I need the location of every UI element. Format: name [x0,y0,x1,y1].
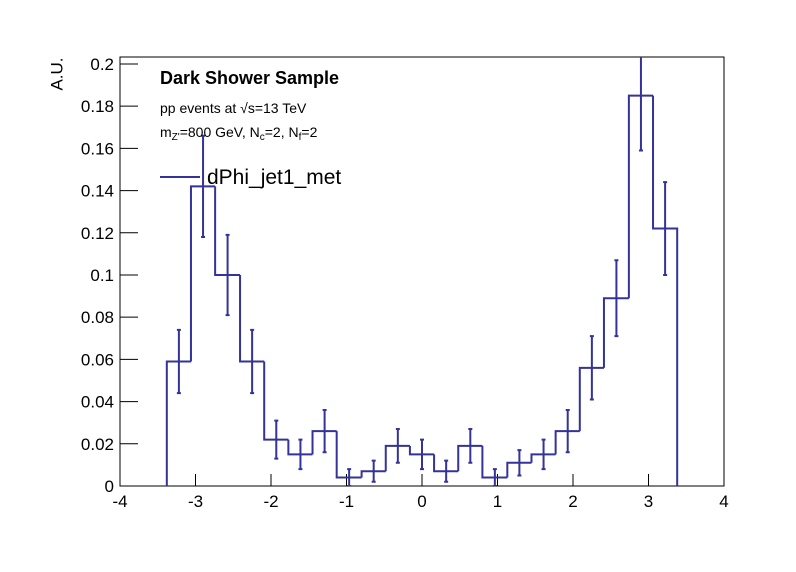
histogram-bin [287,439,313,456]
error-bar [663,181,668,276]
annotation-part: f [299,132,302,143]
histogram-bin [457,444,483,472]
x-tick-label: 2 [568,492,577,511]
histogram-bin [408,445,435,456]
histogram-bin [578,366,604,432]
error-bar [201,134,206,238]
x-tick-label: -4 [112,492,127,511]
x-tick-label: 1 [493,492,502,511]
y-tick-label: 0.18 [81,97,114,116]
histogram-bin [506,461,532,478]
y-axis-label: A.U. [47,57,66,90]
error-bar [371,459,376,483]
histogram-bin [530,453,556,463]
y-tick-label: 0.12 [81,224,114,243]
error-bar [638,57,643,152]
y-tick-label: 0.06 [81,350,114,369]
histogram-bin [165,360,191,486]
error-bar [468,428,473,464]
y-tick-label: 0 [105,477,114,496]
x-tick-label: 0 [417,492,426,511]
histogram-bin [263,361,289,441]
histogram-bin [554,430,580,455]
annotation-part: Dark Shower Sample [160,68,339,88]
y-tick-label: 0.1 [90,266,114,285]
error-bar [541,438,546,471]
annotation-part: c [260,132,265,143]
histogram-bin [433,454,459,473]
error-bar [176,328,181,395]
error-bar [492,468,497,486]
annotation-part: =2 [301,124,317,140]
histogram-bin [627,94,654,299]
error-bar [298,438,303,471]
y-tick-label: 0.2 [90,55,114,74]
error-bar [347,468,352,486]
annotation: mZ'=800 GeV, Nc=2, Nf=2 [160,124,318,143]
y-tick-label: 0.02 [81,435,114,454]
y-tick-label: 0.14 [81,182,114,201]
x-tick-label: -3 [188,492,203,511]
y-tick-label: 0.04 [81,393,114,412]
error-bar [420,438,424,471]
annotation-part: pp events at √s=13 TeV [160,100,307,116]
x-tick-label: 3 [644,492,653,511]
histogram-bin [239,274,265,363]
legend-label: dPhi_jet1_met [207,166,341,189]
histogram-bin [189,185,216,362]
histogram-bin [602,297,629,368]
annotation: Dark Shower Sample [160,68,339,88]
histogram-bin [360,470,386,478]
histogram [165,57,679,486]
histogram-bin [214,186,241,276]
annotation-part: Z' [172,132,180,143]
error-bar [565,409,570,454]
annotation-part: m [160,124,172,140]
error-bar [444,459,449,483]
y-tick-label: 0.16 [81,139,114,158]
error-bar [225,233,230,317]
annotation-part: =2, N [265,124,299,140]
error-bar [322,409,327,454]
error-bar [614,259,619,338]
error-bar [589,335,594,401]
x-tick-label: -1 [339,492,354,511]
error-bar [395,428,400,464]
annotation: pp events at √s=13 TeV [160,100,307,116]
error-bar [517,449,522,477]
histogram-bin [335,431,362,479]
error-bar [274,419,279,460]
histogram-bin [311,430,337,455]
annotation-part: =800 GeV, N [180,124,260,140]
x-tick-label: -2 [263,492,278,511]
x-tick-label: 4 [719,492,728,511]
y-tick-label: 0.08 [81,308,114,327]
histogram-bin [384,444,410,472]
histogram-bin [481,445,508,479]
error-bar [250,328,255,395]
